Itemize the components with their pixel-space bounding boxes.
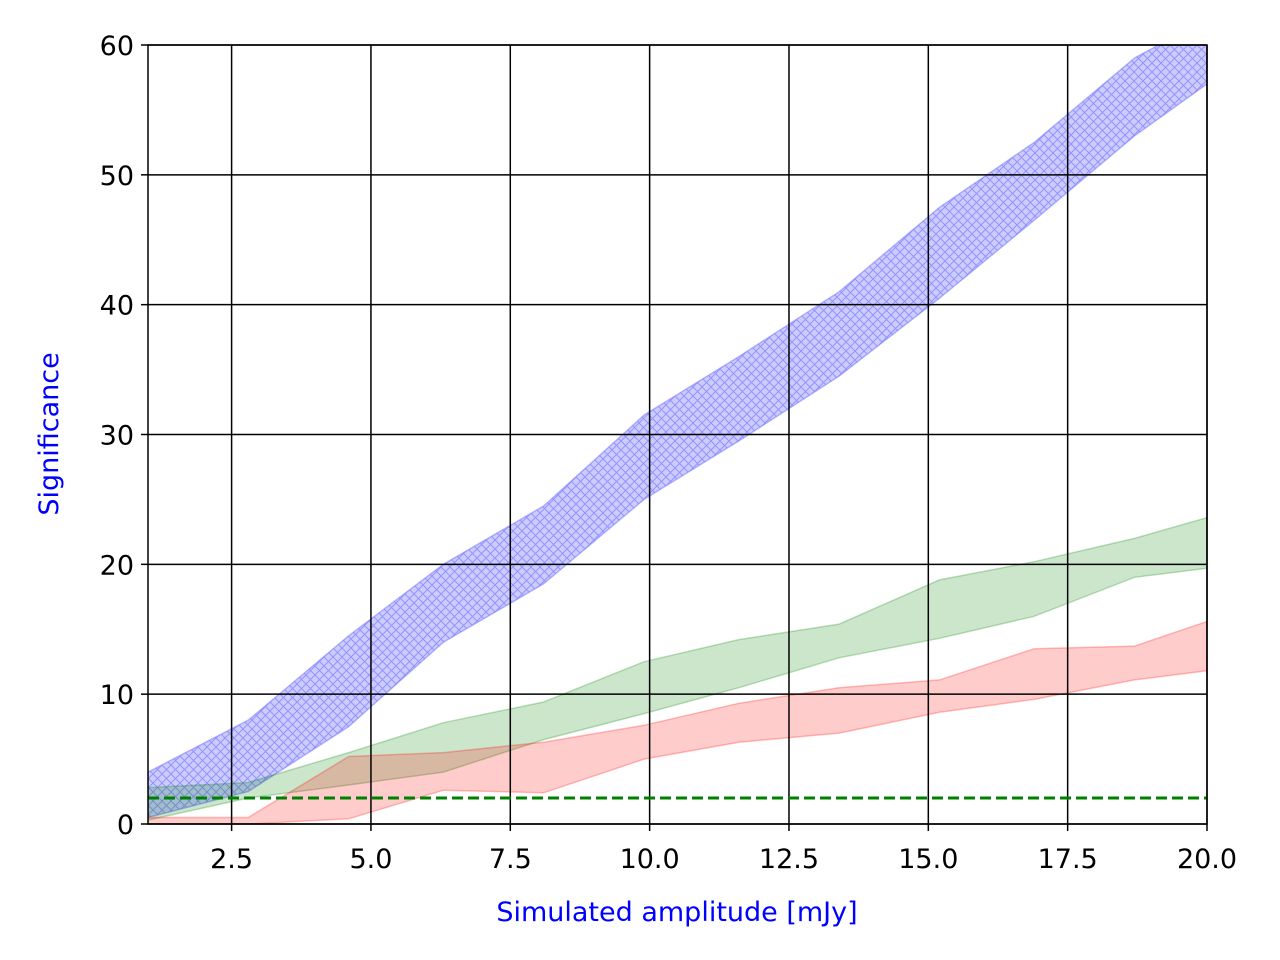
- x-tick-label-1: 5.0: [349, 844, 392, 875]
- ticks-layer: 2.5 5.0 7.5 10.0 12.5 15.0 17.5 20.0 0 10 20 30 40 50…: [100, 31, 1237, 875]
- y-tick-label-2: 20: [100, 550, 134, 581]
- bands-layer: [148, 45, 1207, 824]
- y-tick-label-6: 60: [100, 31, 134, 62]
- y-tick-label-3: 30: [100, 421, 134, 452]
- y-tick-label-0: 0: [117, 810, 134, 841]
- band-1: [148, 516, 1207, 821]
- y-tick-label-1: 10: [100, 680, 134, 711]
- x-tick-label-4: 12.5: [759, 844, 819, 875]
- x-tick-label-6: 17.5: [1038, 844, 1098, 875]
- band-0-hatch: [148, 45, 1207, 818]
- x-tick-label-2: 7.5: [489, 844, 532, 875]
- x-axis-label: Simulated amplitude [mJy]: [496, 897, 857, 928]
- x-tick-label-0: 2.5: [210, 844, 253, 875]
- y-tick-label-4: 40: [100, 291, 134, 322]
- band-2: [148, 620, 1207, 824]
- y-axis-label: Significance: [34, 352, 65, 515]
- x-tick-label-7: 20.0: [1177, 844, 1237, 875]
- x-tick-label-3: 10.0: [620, 844, 680, 875]
- y-tick-label-5: 50: [100, 161, 134, 192]
- x-tick-label-5: 15.0: [898, 844, 958, 875]
